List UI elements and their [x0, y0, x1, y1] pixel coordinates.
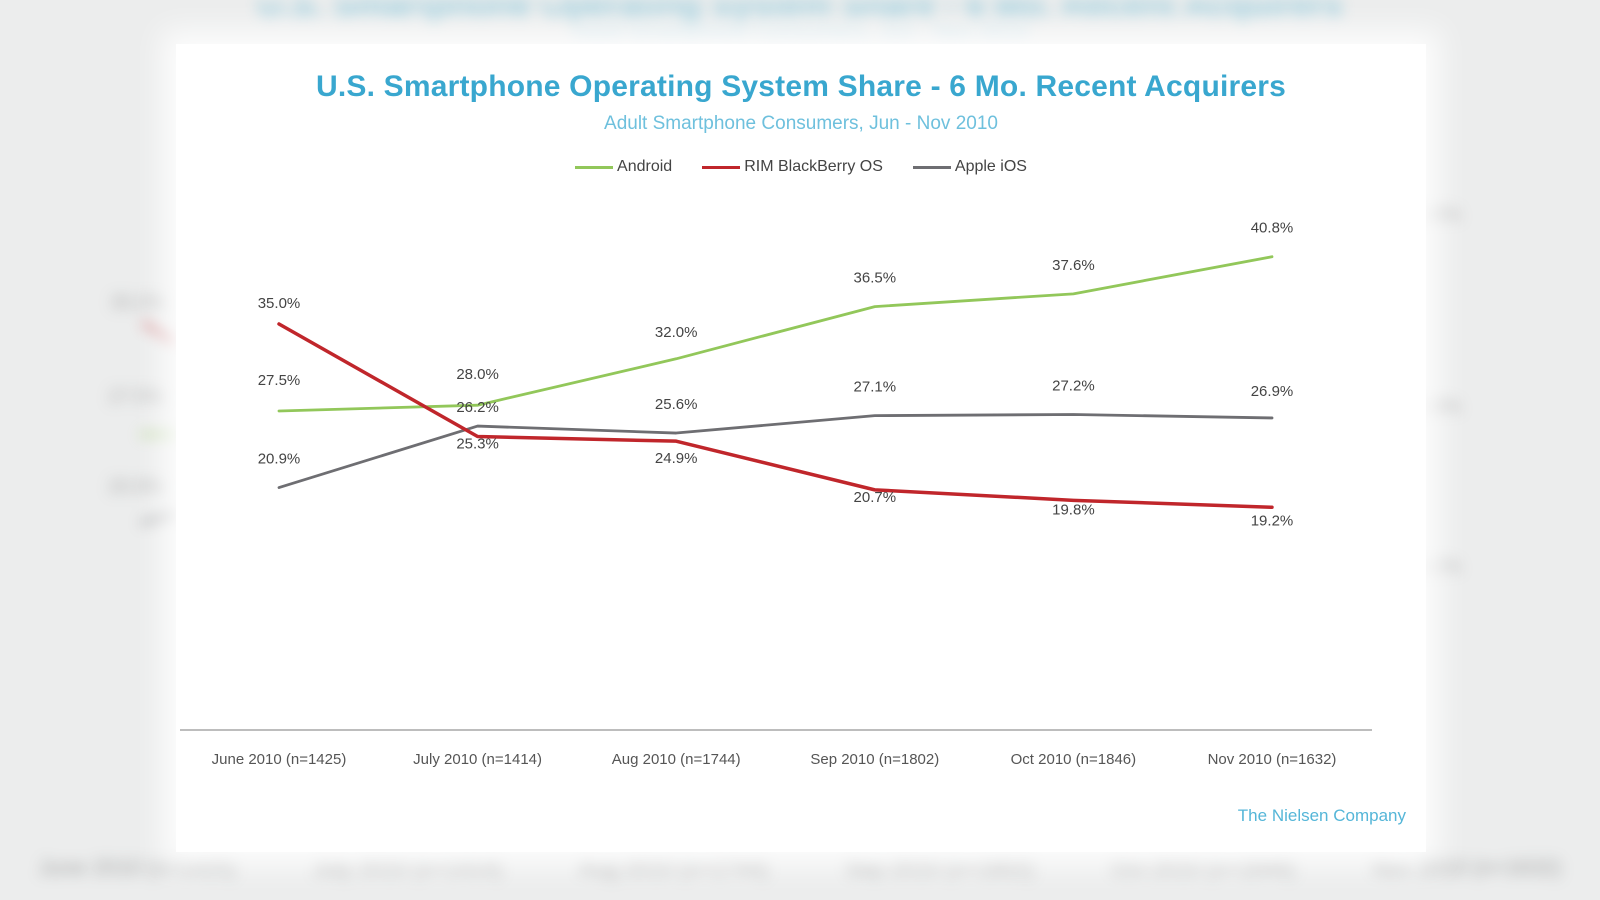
x-tick-label: Oct 2010 (n=1846) [1011, 751, 1137, 768]
legend-label-blackberry: RIM BlackBerry OS [744, 158, 883, 175]
bg-line-stub-red [141, 320, 179, 345]
data-label: 40.8% [1251, 220, 1294, 237]
data-label: 37.6% [1052, 257, 1095, 274]
bg-cat-0: June 2010 (n=1425) [38, 855, 237, 880]
legend-item-android: Android [575, 158, 672, 176]
legend-item-ios: Apple iOS [912, 158, 1027, 176]
chart-title: U.S. Smartphone Operating System Share -… [315, 70, 1287, 103]
data-label: 19.2% [1251, 512, 1294, 529]
bg-title: U.S. Smartphone Operating System Share -… [257, 0, 1343, 24]
data-label: 19.8% [1052, 501, 1095, 518]
data-label: 26.9% [1251, 383, 1294, 400]
data-label: 35.0% [258, 295, 301, 312]
data-label: 27.1% [854, 379, 897, 396]
data-label: 27.2% [1052, 377, 1095, 394]
data-label: 27.5% [258, 372, 301, 389]
bg-line-stub-green [140, 432, 180, 437]
x-tick-label: Aug 2010 (n=1744) [612, 751, 741, 768]
data-label: 25.3% [456, 436, 499, 453]
data-label: 20.7% [854, 489, 897, 506]
source-credit: The Nielsen Company [1237, 806, 1406, 825]
x-tick-label: June 2010 (n=1425) [212, 751, 347, 768]
x-tick-label: July 2010 (n=1414) [413, 751, 542, 768]
legend-swatch-android [575, 165, 614, 169]
legend-label-ios: Apple iOS [954, 158, 1027, 175]
x-tick-label: Nov 2010 (n=1632) [1208, 751, 1337, 768]
bg-label-left-3: 20.9% [108, 476, 165, 498]
series-line-android [277, 255, 1274, 413]
x-tick-label: Sep 2010 (n=1802) [810, 751, 939, 768]
bg-cat-5: Nov 2010 (n=1632) [1372, 855, 1562, 880]
chart-card: U.S. Smartphone Operating System Share -… [176, 44, 1426, 852]
data-label: 24.9% [655, 450, 698, 467]
data-label: 26.2% [456, 399, 499, 416]
bg-label-left-2: 27.5% [108, 386, 165, 408]
legend-swatch-blackberry [702, 165, 741, 169]
chart-subtitle: Adult Smartphone Consumers, Jun - Nov 20… [604, 113, 998, 134]
legend-item-blackberry: RIM BlackBerry OS [702, 158, 883, 176]
data-label: 25.6% [655, 396, 698, 413]
bg-label-left-1: 35.0% [110, 292, 167, 314]
bg-axis-labels: June 2010 (n=1425) July 2010 (n=1414) Au… [0, 838, 1600, 898]
legend-label-android: Android [617, 158, 673, 175]
data-label: 20.9% [258, 451, 301, 468]
legend-swatch-ios [912, 165, 951, 169]
bg-subtitle: Adult Smartphone Consumers, Jun - Nov 20… [571, 20, 1029, 45]
bg-cat-3: Sep 2010 (n=1802) [845, 855, 1035, 880]
chart-legend: Android RIM BlackBerry OS Apple iOS [176, 158, 1426, 176]
bg-cat-4: Oct 2010 (n=1846) [1111, 855, 1296, 880]
series-line-rim-blackberry-os [277, 322, 1274, 510]
data-label: 36.5% [854, 270, 897, 287]
data-label: 28.0% [456, 366, 499, 383]
line-chart-plot: June 2010 (n=1425) July 2010 (n=1414) Aug … [180, 220, 1372, 768]
bg-cat-1: July 2010 (n=1414) [313, 855, 503, 880]
bg-line-stub-gray [139, 511, 181, 526]
series-line-apple-ios [277, 413, 1274, 489]
data-label: 32.0% [655, 324, 698, 341]
bg-cat-2: Aug 2010 (n=1744) [579, 855, 769, 880]
